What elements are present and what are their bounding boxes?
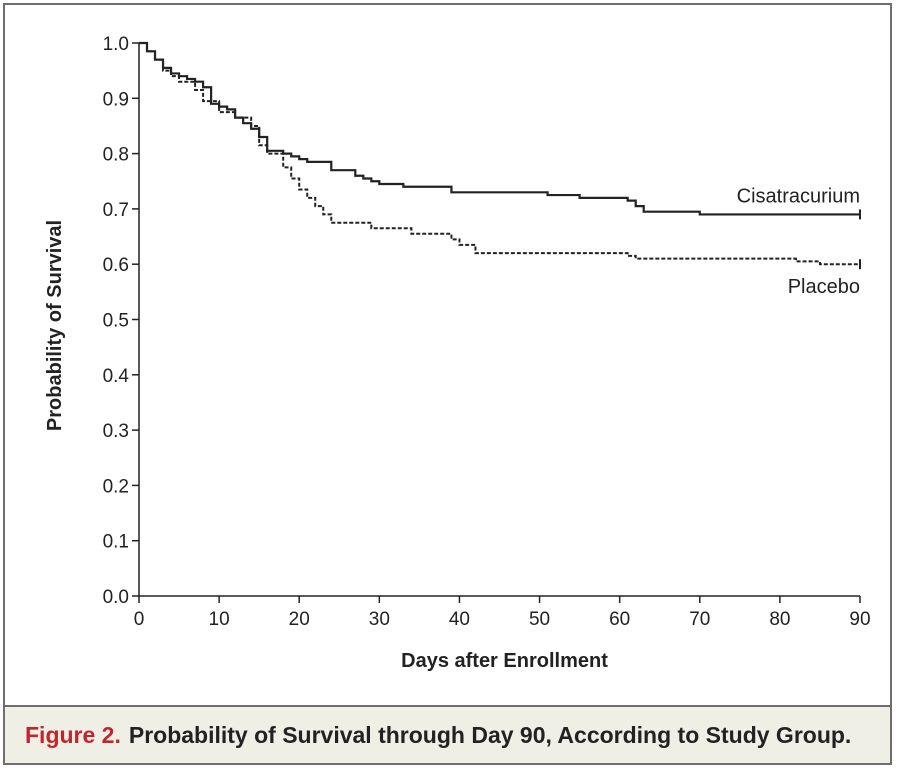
y-tick-label: 0.1	[103, 532, 129, 553]
y-tick-label: 0.4	[103, 366, 130, 387]
series-label-cisatracurium: Cisatracurium	[737, 185, 860, 207]
figure-frame: 0.0 0.1 0.2 0.3 0.4 0.5 0.6 0.7 0.8 0.9 1.0 0 10 20 30…	[3, 3, 892, 765]
y-tick-label: 0.0	[103, 587, 129, 608]
x-tick-label: 80	[769, 609, 790, 630]
x-tick-label: 60	[609, 609, 630, 630]
x-tick-label: 90	[849, 609, 870, 630]
x-tick-label: 40	[449, 609, 470, 630]
y-tick-label: 0.6	[103, 255, 129, 276]
series-line-cisatracurium	[139, 41, 860, 216]
y-tick-label: 0.8	[103, 145, 129, 166]
x-axis-label: Days after Enrollment	[401, 650, 608, 672]
figure-caption: Figure 2. Probability of Survival throug…	[5, 707, 890, 763]
y-tick-label: 0.9	[103, 89, 129, 110]
y-tick-label: 0.5	[103, 311, 129, 332]
series-line-placebo	[139, 42, 860, 266]
y-tick-label: 0.2	[103, 476, 129, 497]
caption-divider	[5, 705, 890, 707]
series-label-placebo: Placebo	[788, 276, 860, 298]
x-tick-label: 70	[689, 609, 710, 630]
figure-caption-text: Probability of Survival through Day 90, …	[128, 721, 852, 748]
axes: 0.0 0.1 0.2 0.3 0.4 0.5 0.6 0.7 0.8 0.9 1.0 0 10 20 30…	[103, 34, 871, 630]
x-tick-label: 10	[209, 609, 230, 630]
survival-chart: 0.0 0.1 0.2 0.3 0.4 0.5 0.6 0.7 0.8 0.9 1.0 0 10 20 30…	[44, 34, 871, 672]
chart-area: 0.0 0.1 0.2 0.3 0.4 0.5 0.6 0.7 0.8 0.9 1.0 0 10 20 30…	[5, 5, 890, 705]
x-tick-label: 50	[529, 609, 550, 630]
series-layer: Cisatracurium Placebo	[139, 41, 861, 298]
y-tick-label: 0.3	[103, 421, 129, 442]
x-tick-label: 20	[289, 609, 310, 630]
x-tick-label: 0	[134, 609, 145, 630]
y-axis-label: Probability of Survival	[44, 220, 66, 431]
y-tick-label: 0.7	[103, 200, 129, 221]
y-tick-label: 1.0	[103, 34, 129, 55]
x-tick-label: 30	[369, 609, 390, 630]
figure-label: Figure 2.	[25, 721, 121, 748]
